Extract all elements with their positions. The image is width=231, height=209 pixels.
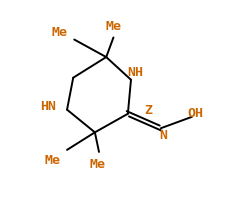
Text: NH: NH xyxy=(127,66,143,79)
Text: OH: OH xyxy=(187,107,203,120)
Text: HN: HN xyxy=(40,100,56,113)
Text: Me: Me xyxy=(45,154,61,167)
Text: N: N xyxy=(159,129,167,142)
Text: Me: Me xyxy=(105,20,122,33)
Text: Me: Me xyxy=(52,26,68,39)
Text: Z: Z xyxy=(145,104,152,117)
Text: Me: Me xyxy=(90,158,106,171)
